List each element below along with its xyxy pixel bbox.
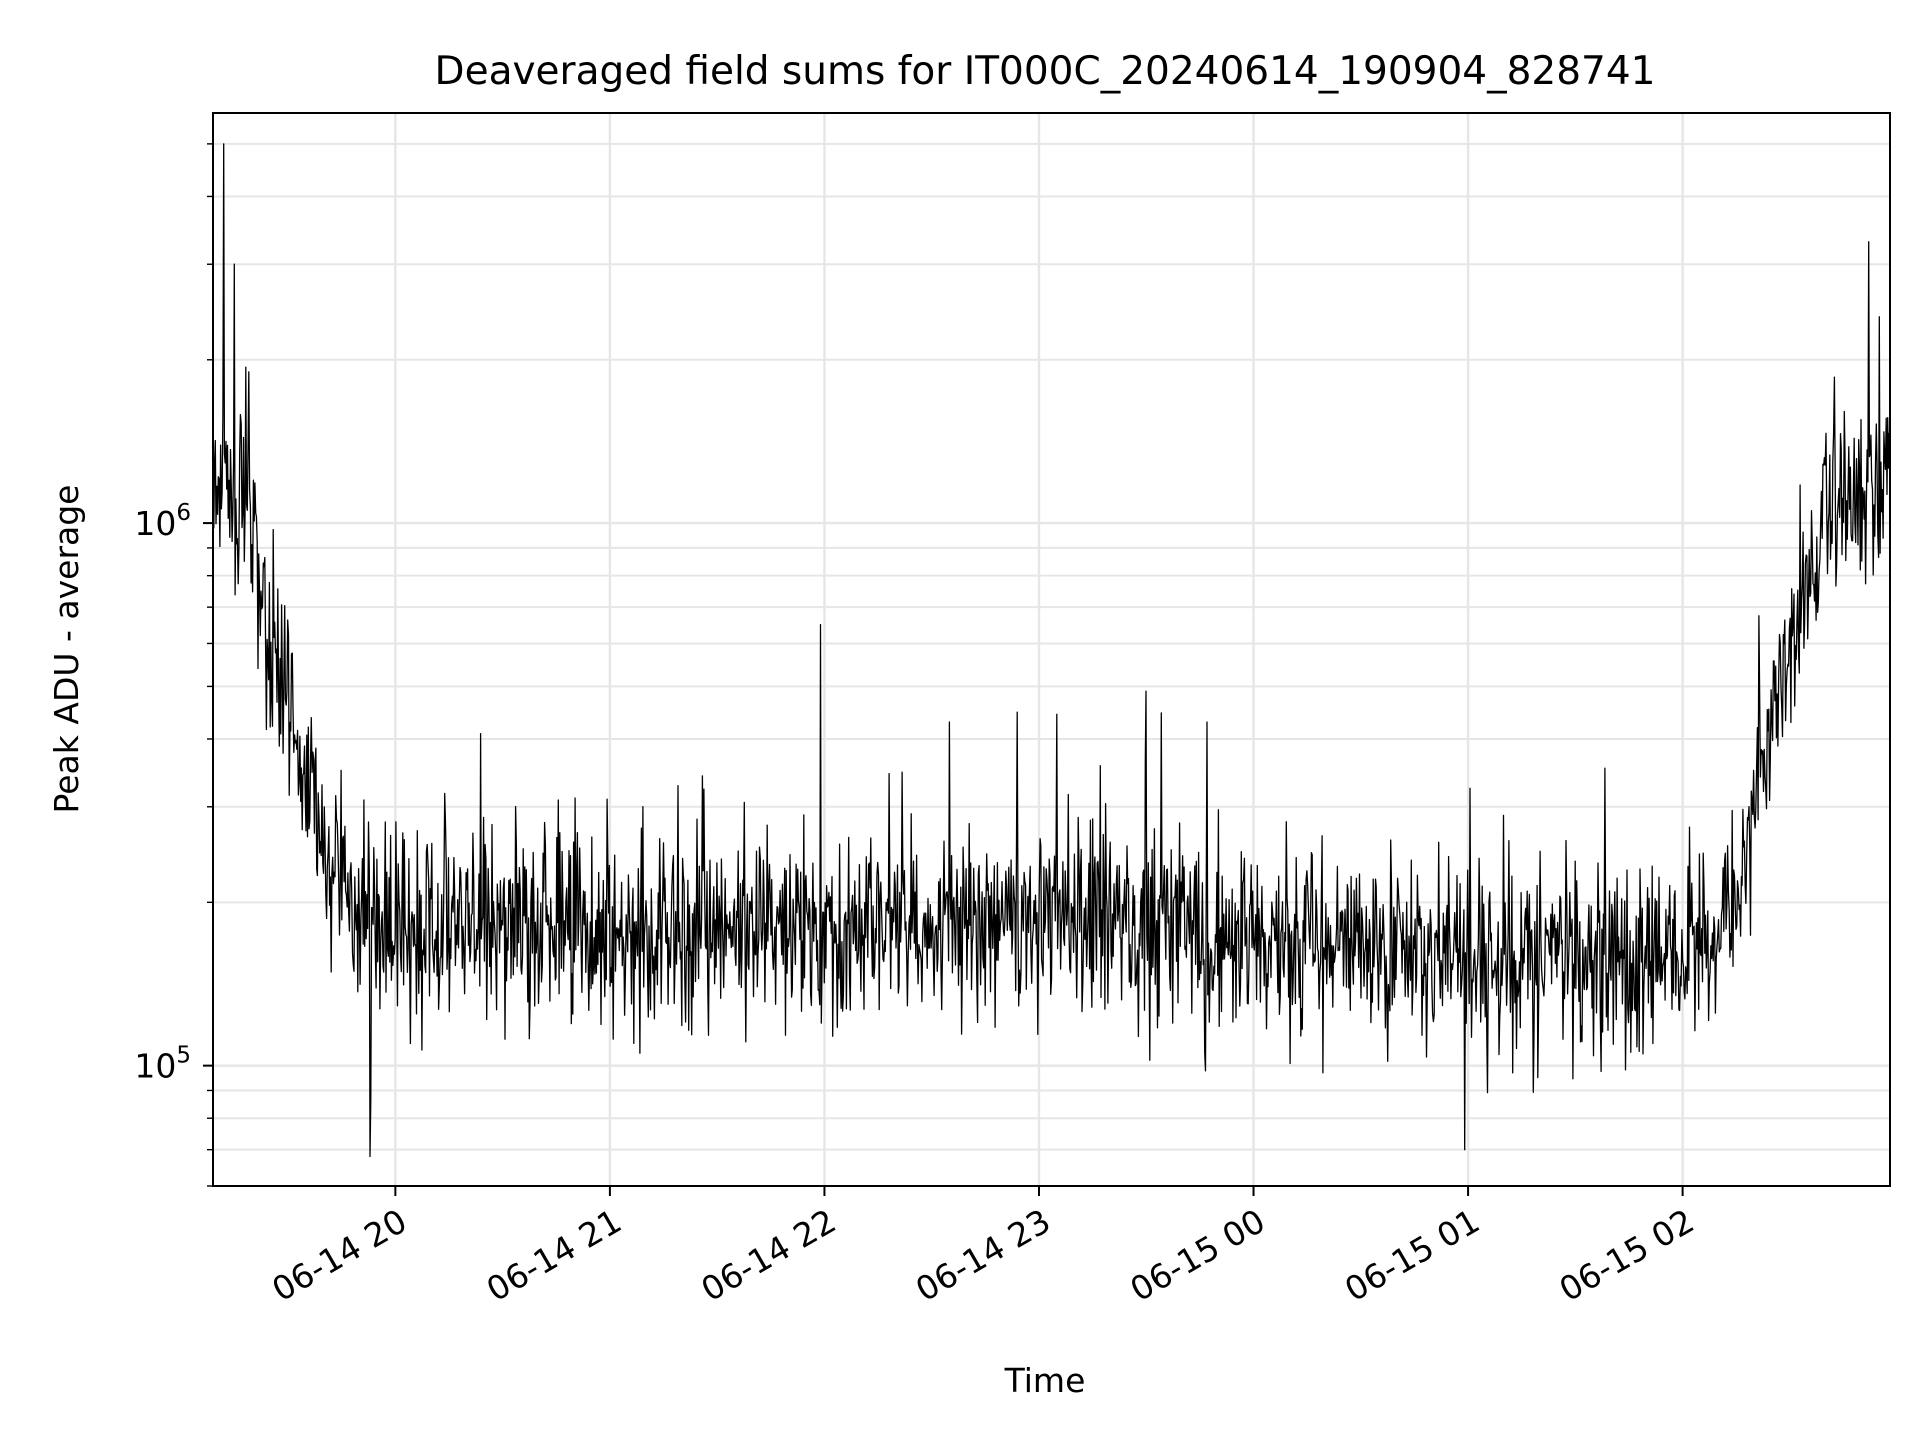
y-axis-label: Peak ADU - average (47, 485, 86, 814)
chart-title: Deaveraged field sums for IT000C_2024061… (435, 49, 1656, 94)
y-axis-ticks: 105 106 (134, 143, 213, 1187)
y-tick-label: 105 (134, 1043, 191, 1086)
series-group (212, 143, 1891, 1158)
x-axis-label: Time (1004, 1361, 1086, 1400)
plot-frame (212, 112, 1891, 1187)
y-tick-label: 106 (134, 500, 191, 543)
series-line (212, 143, 1891, 1158)
